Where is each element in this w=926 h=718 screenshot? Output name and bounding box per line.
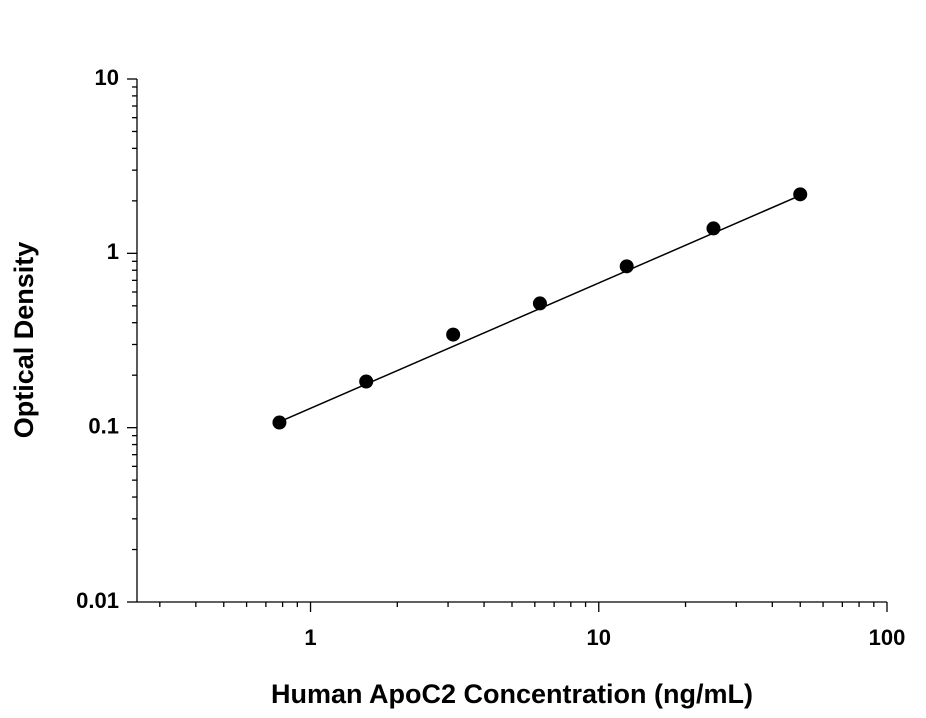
data-point (619, 259, 634, 274)
data-point (272, 415, 287, 430)
y-tick-label: 0.01 (76, 588, 119, 613)
x-axis-title: Human ApoC2 Concentration (ng/mL) (271, 679, 753, 709)
y-tick-label: 10 (95, 65, 119, 90)
data-point (532, 296, 547, 311)
x-tick-label: 100 (869, 625, 906, 650)
data-point (793, 187, 808, 202)
data-point (359, 374, 374, 389)
data-point (446, 327, 461, 342)
y-tick-label: 0.1 (88, 413, 119, 438)
y-tick-label: 1 (107, 239, 119, 264)
y-axis-title: Optical Density (9, 242, 39, 439)
data-point (706, 221, 721, 236)
x-tick-label: 1 (304, 625, 316, 650)
x-tick-label: 10 (587, 625, 611, 650)
